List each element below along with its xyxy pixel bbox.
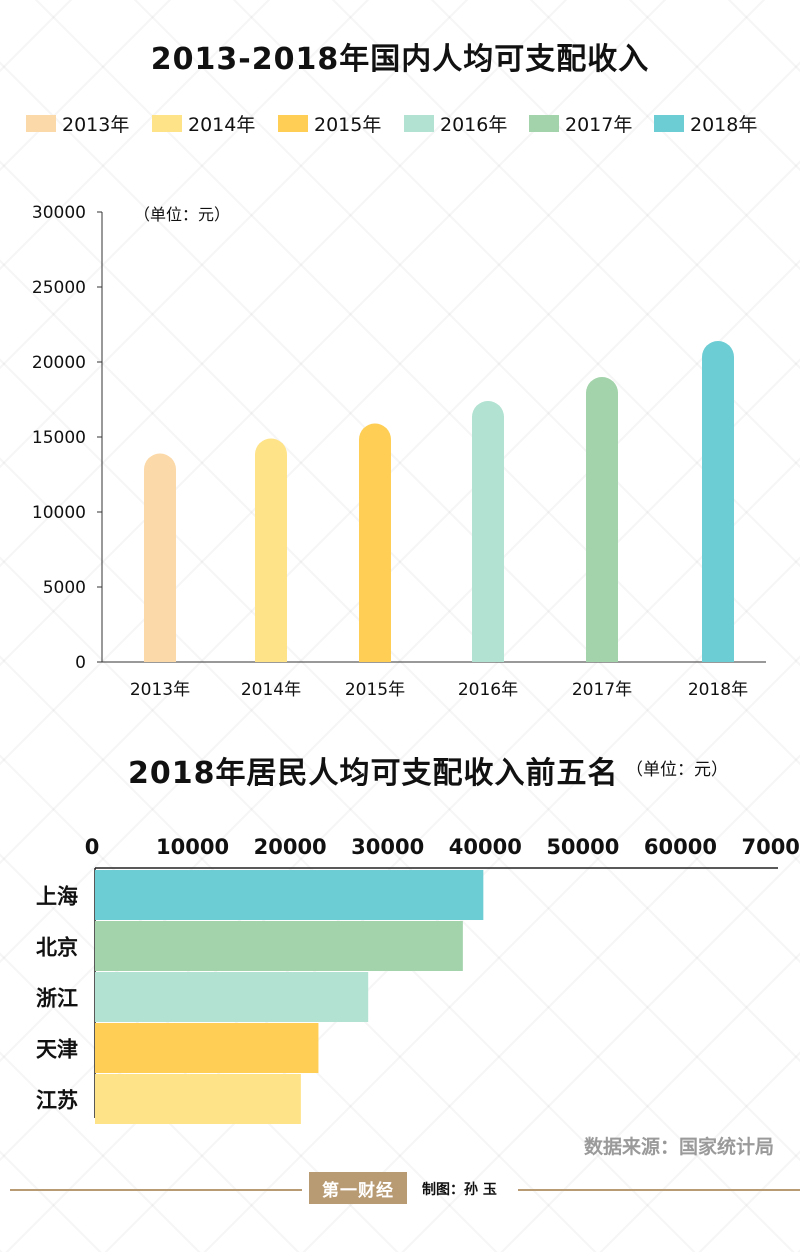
legend-swatch xyxy=(26,114,56,132)
legend-label: 2016年 xyxy=(440,113,508,136)
category-label: 天津 xyxy=(36,1038,78,1062)
bar xyxy=(472,401,504,662)
y-tick-label: 30000 xyxy=(32,203,86,223)
category-label: 浙江 xyxy=(36,987,78,1011)
chart1-legend: 2013年 2014年 2015年 2016年 2017年 2018年 xyxy=(0,108,800,138)
bar xyxy=(95,1023,319,1073)
legend-label: 2014年 xyxy=(188,113,256,136)
bar xyxy=(359,423,391,662)
bar xyxy=(702,341,734,662)
y-tick-label: 0 xyxy=(75,653,86,673)
y-tick-label: 5000 xyxy=(43,578,86,598)
chart2-title: 2018年居民人均可支配收入前五名 xyxy=(128,756,619,791)
x-tick-label: 40000 xyxy=(449,835,522,859)
y-tick-label: 20000 xyxy=(32,353,86,373)
x-tick-label: 20000 xyxy=(254,835,327,859)
x-tick-label: 60000 xyxy=(644,835,717,859)
legend-label: 2017年 xyxy=(565,113,633,136)
x-tick-label: 2015年 xyxy=(345,680,405,700)
legend-swatch xyxy=(404,114,434,132)
x-tick-label: 70000 xyxy=(741,835,800,859)
x-tick-label: 2013年 xyxy=(130,680,190,700)
chart1-plot: 0 5000 10000 15000 20000 25000 30000 2013年 2014年… xyxy=(32,203,766,700)
x-tick-label: 10000 xyxy=(156,835,229,859)
legend-item: 2014年 xyxy=(152,108,255,138)
footer-divider xyxy=(10,1189,302,1191)
legend-label: 2013年 xyxy=(62,113,130,136)
source-note: 数据来源：国家统计局 xyxy=(583,1136,774,1158)
x-tick-label: 30000 xyxy=(351,835,424,859)
footer-divider xyxy=(518,1189,800,1191)
legend-item: 2017年 xyxy=(529,108,632,138)
legend-swatch xyxy=(278,114,308,132)
bar xyxy=(255,438,287,662)
category-label: 北京 xyxy=(36,936,78,960)
bar xyxy=(95,921,463,971)
legend-swatch xyxy=(654,114,684,132)
x-tick-label: 2018年 xyxy=(688,680,748,700)
legend-item: 2018年 xyxy=(654,108,757,138)
x-tick-label: 2017年 xyxy=(572,680,632,700)
category-label: 江苏 xyxy=(36,1089,78,1113)
chart2-plot: 0 10000 20000 30000 40000 50000 60000 70000 上海北京… xyxy=(36,835,800,1124)
category-label: 上海 xyxy=(36,885,78,909)
chart-maker: 制图：孙 玉 xyxy=(422,1182,497,1198)
bar xyxy=(586,377,618,662)
brand-logo: 第一财经 xyxy=(309,1172,407,1204)
x-tick-label: 2016年 xyxy=(458,680,518,700)
bar xyxy=(95,972,369,1022)
x-tick-label: 0 xyxy=(85,835,100,859)
y-tick-label: 10000 xyxy=(32,503,86,523)
y-tick-label: 25000 xyxy=(32,278,86,298)
chart1-unit: （单位：元） xyxy=(134,205,231,224)
legend-item: 2016年 xyxy=(404,108,507,138)
legend-label: 2018年 xyxy=(690,113,758,136)
legend-item: 2015年 xyxy=(278,108,381,138)
legend-swatch xyxy=(529,114,559,132)
y-tick-label: 15000 xyxy=(32,428,86,448)
chart1-title: 2013-2018年国内人均可支配收入 xyxy=(150,42,650,77)
x-tick-label: 2014年 xyxy=(241,680,301,700)
bar xyxy=(95,870,484,920)
bar xyxy=(144,453,176,662)
bar xyxy=(95,1074,301,1124)
legend-label: 2015年 xyxy=(314,113,382,136)
chart2-unit: （单位：元） xyxy=(626,760,728,780)
x-tick-label: 50000 xyxy=(546,835,619,859)
legend-item: 2013年 xyxy=(26,108,129,138)
legend-swatch xyxy=(152,114,182,132)
